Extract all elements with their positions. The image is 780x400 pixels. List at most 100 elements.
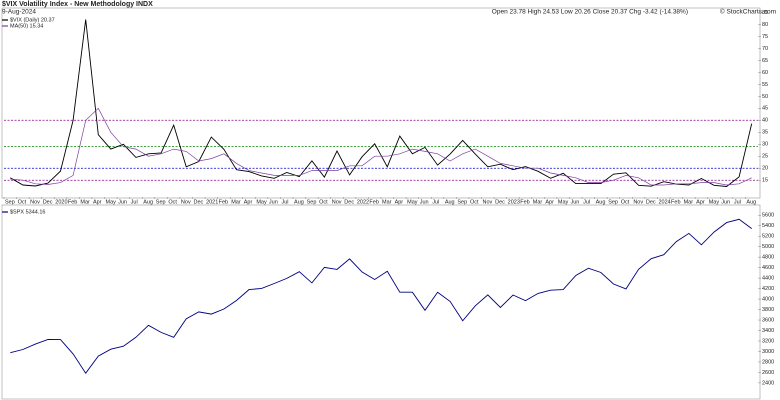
x-tick-label: Dec	[495, 199, 505, 205]
y-tick-label: 5200	[762, 234, 774, 240]
y-tick-label: 75	[762, 34, 768, 40]
y-tick-label: 4200	[762, 286, 774, 292]
x-tick-label: Aug	[596, 199, 606, 205]
x-tick-label: Apr	[545, 199, 554, 205]
x-tick-label: Apr	[395, 199, 404, 205]
x-tick-label: Jul	[131, 199, 138, 205]
chart-date: 9-Aug-2024	[2, 9, 36, 16]
x-tick-label: Apr	[93, 199, 102, 205]
y-tick-label: 60	[762, 70, 768, 76]
x-tick-label: Nov	[633, 199, 643, 205]
x-tick-label: 2022	[357, 199, 369, 205]
y-tick-label: 15	[762, 178, 768, 184]
x-tick-label: Oct	[621, 199, 630, 205]
y-tick-label: 45	[762, 106, 768, 112]
y-tick-label: 3200	[762, 338, 774, 344]
x-tick-label: Jul	[281, 199, 288, 205]
series-line	[10, 19, 753, 187]
credit: © StockCharts.com	[720, 8, 776, 16]
y-tick-label: 70	[762, 46, 768, 52]
bottom-panel-frame	[1, 204, 761, 400]
x-tick-label: 2024	[658, 199, 670, 205]
y-tick-label: 2800	[762, 359, 774, 365]
x-tick-label: Nov	[483, 199, 493, 205]
x-tick-label: Oct	[470, 199, 479, 205]
y-tick-label: 30	[762, 142, 768, 148]
legend-label: $VIX (Daily) 20.37	[10, 17, 55, 23]
x-tick-label: Nov	[181, 199, 191, 205]
x-tick-label: Aug	[445, 199, 455, 205]
x-tick-label: Nov	[332, 199, 342, 205]
y-tick-label: 65	[762, 58, 768, 64]
y-tick-label: 55	[762, 82, 768, 88]
y-tick-label: 3600	[762, 317, 774, 323]
y-tick-label: 4800	[762, 255, 774, 261]
x-tick-label: Sep	[307, 199, 317, 205]
x-tick-label: May	[106, 199, 117, 205]
x-tick-label: Dec	[344, 199, 354, 205]
y-tick-label: 5400	[762, 223, 774, 229]
x-tick-label: Dec	[43, 199, 53, 205]
x-tick-label: 2021	[206, 199, 218, 205]
y-tick-label: 20	[762, 166, 768, 172]
y-tick-label: 3000	[762, 349, 774, 355]
x-tick-label: May	[709, 199, 720, 205]
series-line	[10, 107, 752, 186]
x-tick-label: Feb	[369, 199, 378, 205]
y-tick-label: 40	[762, 118, 768, 124]
y-tick-label: 35	[762, 130, 768, 136]
x-tick-label: Feb	[219, 199, 228, 205]
y-tick-label: 4000	[762, 297, 774, 303]
x-tick-label: Jun	[118, 199, 127, 205]
y-tick-label: 5000	[762, 244, 774, 250]
x-tick-label: Jul	[583, 199, 590, 205]
x-tick-label: Jun	[269, 199, 278, 205]
y-tick-label: 3400	[762, 328, 774, 334]
y-tick-label: 5600	[762, 213, 774, 219]
y-tick-label: 3800	[762, 307, 774, 313]
x-tick-label: Aug	[294, 199, 304, 205]
x-tick-label: Aug	[143, 199, 153, 205]
y-tick-label: 2600	[762, 370, 774, 376]
x-tick-label: Jun	[571, 199, 580, 205]
x-tick-label: Dec	[646, 199, 656, 205]
series-line	[10, 218, 752, 374]
x-tick-label: 2023	[508, 199, 520, 205]
quote: Open 23.78 High 24.53 Low 20.26 Close 20…	[492, 9, 688, 16]
x-tick-label: May	[407, 199, 418, 205]
x-tick-label: Aug	[746, 199, 756, 205]
y-tick-label: 50	[762, 94, 768, 100]
x-tick-label: Nov	[30, 199, 40, 205]
x-tick-label: Mar	[80, 199, 90, 205]
x-tick-label: Feb	[520, 199, 529, 205]
x-tick-label: Apr	[696, 199, 705, 205]
y-tick-label: 4600	[762, 265, 774, 271]
x-tick-label: Dec	[194, 199, 204, 205]
x-tick-label: Feb	[68, 199, 77, 205]
x-tick-label: Mar	[684, 199, 694, 205]
x-tick-label: Sep	[608, 199, 618, 205]
x-tick-label: Feb	[671, 199, 680, 205]
x-tick-label: Jul	[734, 199, 741, 205]
x-tick-label: Oct	[319, 199, 328, 205]
x-tick-label: Jul	[432, 199, 439, 205]
x-tick-label: 2020	[55, 199, 67, 205]
x-tick-label: Oct	[18, 199, 27, 205]
y-tick-label: 85	[762, 10, 768, 16]
y-tick-label: 80	[762, 22, 768, 28]
x-tick-label: Mar	[382, 199, 392, 205]
x-tick-label: Apr	[244, 199, 253, 205]
y-tick-label: 2400	[762, 380, 774, 386]
x-tick-label: Sep	[5, 199, 15, 205]
x-tick-label: Jun	[721, 199, 730, 205]
x-tick-label: Mar	[231, 199, 241, 205]
x-tick-label: Sep	[156, 199, 166, 205]
y-tick-label: 4400	[762, 276, 774, 282]
x-tick-label: Jun	[420, 199, 429, 205]
legend-label: MA(50) 15.34	[10, 23, 43, 29]
x-tick-label: Oct	[168, 199, 177, 205]
y-tick-label: 25	[762, 154, 768, 160]
x-tick-label: May	[256, 199, 267, 205]
